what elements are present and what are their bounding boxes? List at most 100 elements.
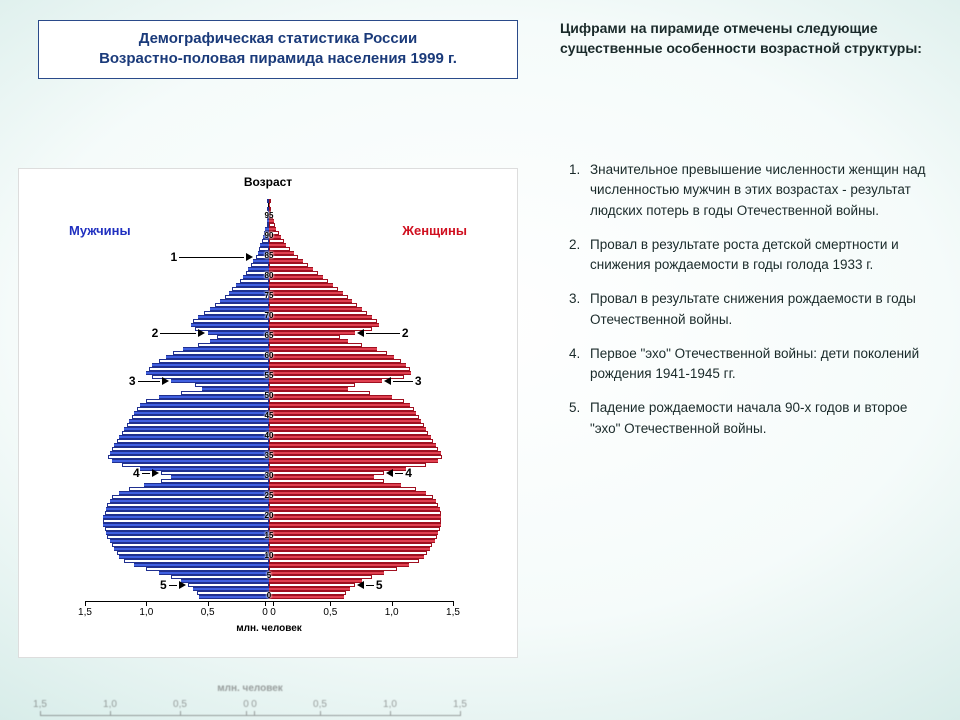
bar-female [269,495,433,499]
bar-male [215,303,269,307]
bar-male [112,459,269,463]
bar-female [269,591,346,595]
bar-male [181,391,269,395]
bar-female [269,391,370,395]
bar-female [269,267,313,271]
bar-female [269,315,372,319]
bar-female [269,451,441,455]
bar-male [232,287,269,291]
bar-male [152,363,269,367]
bar-female [269,379,382,383]
bar-male [198,343,269,347]
bar-female [269,491,426,495]
bar-female [269,303,357,307]
marker-left: 5 [160,578,186,592]
bar-female [269,555,424,559]
bar-female [269,595,344,599]
x-tick-label: 1,5 [78,607,92,618]
title-box: Демографическая статистика России Возрас… [38,20,518,79]
bar-female [269,427,426,431]
bar-female [269,307,362,311]
bar-male [114,547,269,551]
notes-list: Значительное превышение численности женщ… [560,160,940,453]
marker-left: 3 [129,374,169,388]
bar-female [269,475,374,479]
bar-male [107,535,269,539]
bar-female [269,199,271,203]
bar-female [269,559,419,563]
bar-male [103,515,269,519]
age-label: 50 [265,391,274,400]
bar-male [161,479,269,483]
note-item: Падение рождаемости начала 90-х годов и … [584,398,940,439]
bar-female [269,343,362,347]
bar-male [152,375,269,379]
age-label: 45 [265,411,274,420]
bar-male [107,503,269,507]
bar-male [173,351,269,355]
age-label: 10 [265,551,274,560]
bar-female [269,339,348,343]
bar-female [269,407,414,411]
bar-female [269,207,271,211]
bar-male [119,555,269,559]
note-item: Провал в результате снижения рождаемости… [584,289,940,330]
bar-male [229,291,269,295]
bar-male [204,311,269,315]
bar-male [129,487,269,491]
bar-female [269,439,433,443]
age-label: 5 [267,571,271,580]
bar-female [269,227,276,231]
bar-female [269,503,438,507]
bar-male [119,435,269,439]
age-label: 75 [265,291,274,300]
bar-female [269,243,286,247]
bar-female [269,247,290,251]
bar-female [269,259,303,263]
bar-female [269,263,308,267]
bar-male [112,495,269,499]
bar-female [269,487,416,491]
bar-male [119,491,269,495]
title-line2: Возрастно-половая пирамида населения 199… [49,49,507,69]
bar-female [269,203,270,207]
bar-male [161,471,269,475]
x-axis: млн. человек 1,51,00,5000,51,01,5 [85,601,453,641]
bar-male [108,455,269,459]
intro-text: Цифрами на пирамиде отмечены следующие с… [560,18,930,59]
age-label: 85 [265,251,274,260]
bar-male [124,559,269,563]
bar-male [134,411,269,415]
bar-female [269,443,436,447]
bar-female [269,415,419,419]
bar-female [269,403,410,407]
bar-male [171,475,269,479]
bar-female [269,511,441,515]
note-item: Провал в результате роста детской смертн… [584,235,940,276]
bar-female [269,483,401,487]
age-label: 15 [265,531,274,540]
bar-female [269,399,404,403]
bar-male [103,523,269,527]
bar-female [269,479,384,483]
age-label: 40 [265,431,274,440]
bar-female [269,355,394,359]
bar-female [269,423,424,427]
age-label: 30 [265,471,274,480]
x-tick-label: 1,0 [385,607,399,618]
bar-female [269,567,397,571]
bar-female [269,499,436,503]
x-tick-label: 0 [262,607,268,618]
bar-female [269,587,350,591]
bar-male [122,431,269,435]
x-tick-label: 0,5 [201,607,215,618]
bar-female [269,347,377,351]
bar-male [110,539,269,543]
age-label: 35 [265,451,274,460]
bar-male [149,367,269,371]
marker-right: 2 [357,326,409,340]
bar-female [269,287,338,291]
x-axis-line [85,601,453,602]
x-tick-label: 0 [270,607,276,618]
bar-male [217,335,269,339]
